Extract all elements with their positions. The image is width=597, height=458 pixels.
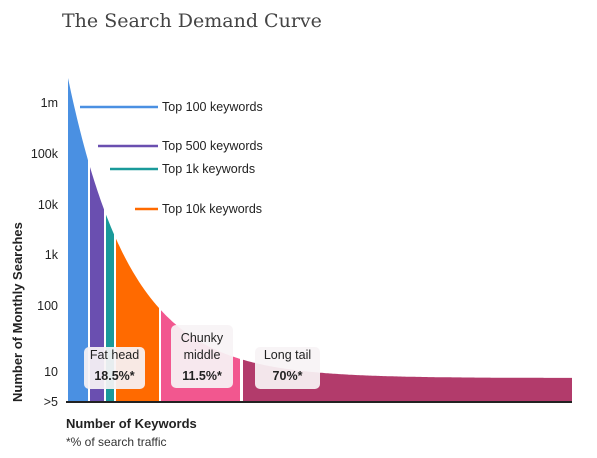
y-tick-label: 1m <box>41 96 58 110</box>
segment-labels: Fat head 18.5%* Chunky middle 11.5%* Long tai… <box>84 325 320 389</box>
segment-traffic-share: 70%* <box>273 369 303 383</box>
annotation-label: Top 1k keywords <box>162 162 255 176</box>
segment-traffic-share: 18.5%* <box>94 369 134 383</box>
segment-name: Long tail <box>264 348 311 362</box>
segment-label-box <box>84 347 145 389</box>
annotation-label: Top 500 keywords <box>162 139 263 153</box>
area-segment <box>243 359 572 402</box>
annotation-label: Top 100 keywords <box>162 100 263 114</box>
keyword-annotations: Top 100 keywords Top 500 keywords Top 1k… <box>80 100 263 216</box>
area-segment <box>90 167 104 402</box>
segment-name: Chunky middle <box>181 331 224 362</box>
y-axis-label: Number of Monthly Searches <box>10 222 25 402</box>
x-axis-label: Number of Keywords <box>66 416 197 431</box>
y-tick-label: 10 <box>44 365 58 379</box>
annotation-label: Top 10k keywords <box>162 202 262 216</box>
y-axis-ticks: >5 10 100 1k 10k 100k 1m <box>31 96 59 409</box>
segment-label-box <box>255 347 320 389</box>
chart-title: The Search Demand Curve <box>62 10 322 32</box>
segment-label-box <box>171 325 233 388</box>
segment-name: Fat head <box>90 348 139 362</box>
segment-traffic-share: 11.5%* <box>182 369 222 383</box>
y-tick-label: 1k <box>45 248 59 262</box>
footnote: *% of search traffic <box>66 435 167 449</box>
y-tick-label: 100k <box>31 147 59 161</box>
y-tick-label: 100 <box>37 299 58 313</box>
y-tick-label: 10k <box>38 198 59 212</box>
y-tick-label: >5 <box>44 395 58 409</box>
area-segment <box>68 78 88 402</box>
